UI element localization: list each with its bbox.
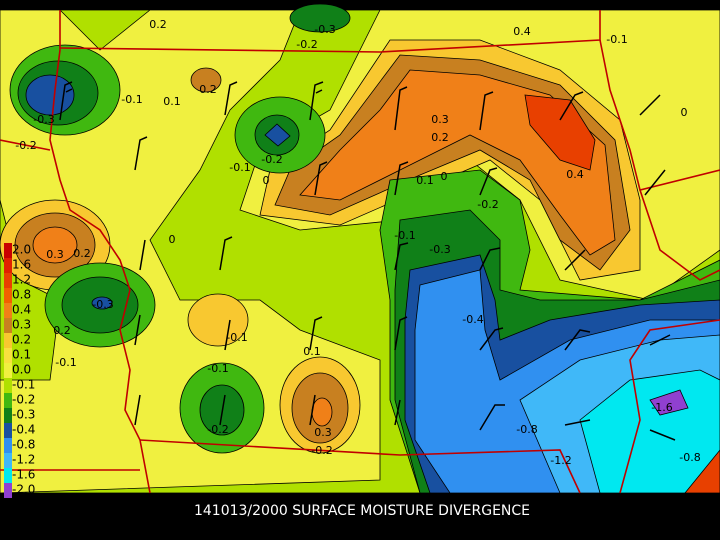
contour-labels: 0.2 -0.3-0.20.4-0.10.2-0.1 0.1-0.3 0.30.20-… xyxy=(15,18,700,467)
legend-label: 0.2 xyxy=(12,333,31,347)
contour-label: -0.3 xyxy=(33,113,54,126)
legend-label: -2.0 xyxy=(12,483,35,497)
legend-label: 0.3 xyxy=(12,318,31,332)
contour-label: -0.3 xyxy=(314,23,335,36)
legend-swatch xyxy=(4,408,12,423)
contour-label: -0.2 xyxy=(311,444,332,457)
contour-label: 0.1 xyxy=(303,345,321,358)
legend-label: -0.4 xyxy=(12,423,35,437)
contour-label: -0.4 xyxy=(462,313,483,326)
legend-label: -0.1 xyxy=(12,378,35,392)
legend-swatch xyxy=(4,453,12,468)
legend-swatch xyxy=(4,318,12,333)
contour-label: 0.2 xyxy=(53,324,71,337)
contour-label: 0 xyxy=(681,106,688,119)
contour-label: -0.1 xyxy=(55,356,76,369)
legend-swatch xyxy=(4,243,12,258)
legend-swatch xyxy=(4,468,12,483)
legend-label: -1.2 xyxy=(12,453,35,467)
contour-label: -0.1 xyxy=(226,331,247,344)
legend-swatch xyxy=(4,378,12,393)
legend-label: 0.1 xyxy=(12,348,31,362)
contour-label: 0.1 xyxy=(416,174,434,187)
legend-label: 1.6 xyxy=(12,258,31,272)
legend-swatch xyxy=(4,273,12,288)
legend: 2.01.61.20.80.40.30.20.10.0-0.1-0.2-0.3-… xyxy=(4,243,35,498)
contour-label: -0.2 xyxy=(15,139,36,152)
contour-label: 0.3 xyxy=(431,113,449,126)
contour-label: -1.2 xyxy=(550,454,571,467)
contour-label: -0.1 xyxy=(121,93,142,106)
state-borders xyxy=(0,10,720,494)
contour-label: -0.1 xyxy=(207,362,228,375)
legend-label: -0.8 xyxy=(12,438,35,452)
contour-label: -0.8 xyxy=(516,423,537,436)
contour-label: 0.3 xyxy=(314,426,332,439)
contour-label: 0.2 xyxy=(199,83,217,96)
legend-label: 2.0 xyxy=(12,243,31,257)
legend-label: 0.0 xyxy=(12,363,31,377)
wind-barbs xyxy=(59,81,676,441)
legend-label: 0.8 xyxy=(12,288,31,302)
legend-swatch xyxy=(4,333,12,348)
contour-label: 0.2 xyxy=(73,247,91,260)
contour-label: 0.4 xyxy=(566,168,584,181)
contour-label: -0.2 xyxy=(261,153,282,166)
contour-label: -0.1 xyxy=(606,33,627,46)
contour-label: 0.2 xyxy=(149,18,167,31)
contour-label: -0.1 xyxy=(229,161,250,174)
contour-label: -0.2 xyxy=(477,198,498,211)
legend-swatch xyxy=(4,438,12,453)
contour-label: 0.2 xyxy=(431,131,449,144)
contour-label: 0 xyxy=(441,170,448,183)
legend-label: 0.4 xyxy=(12,303,31,317)
contour-label: -0.1 xyxy=(394,229,415,242)
contour-label: -0.2 xyxy=(207,423,228,436)
contour-label: -0.3 xyxy=(429,243,450,256)
contour-label: -1.6 xyxy=(651,401,672,414)
contour-label: -0.8 xyxy=(679,451,700,464)
contour-label: 0.3 xyxy=(46,248,64,261)
legend-swatch xyxy=(4,348,12,363)
contour-label: 0 xyxy=(263,174,270,187)
legend-swatch xyxy=(4,393,12,408)
legend-swatch xyxy=(4,288,12,303)
legend-label: 1.2 xyxy=(12,273,31,287)
legend-swatch xyxy=(4,483,12,498)
caption: 141013/2000 SURFACE MOISTURE DIVERGENCE xyxy=(194,503,530,519)
legend-swatch xyxy=(4,423,12,438)
legend-swatch xyxy=(4,303,12,318)
legend-label: -1.6 xyxy=(12,468,35,482)
contour-label: 0.1 xyxy=(163,95,181,108)
contour-label: -0.3 xyxy=(92,298,113,311)
legend-swatch xyxy=(4,258,12,273)
contour-label: 0 xyxy=(169,233,176,246)
legend-label: -0.3 xyxy=(12,408,35,422)
legend-swatch xyxy=(4,363,12,378)
contour-label: -0.2 xyxy=(296,38,317,51)
map-fields xyxy=(0,3,720,494)
contour-label: 0.4 xyxy=(513,25,531,38)
legend-label: -0.2 xyxy=(12,393,35,407)
